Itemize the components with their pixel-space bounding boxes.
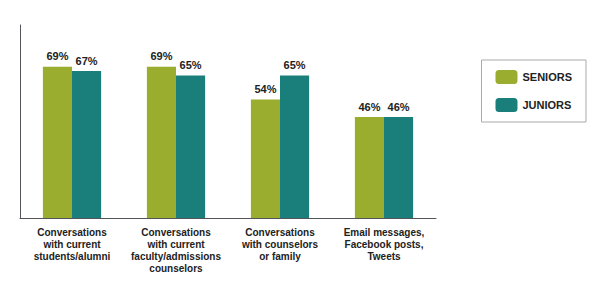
svg-text:SENIORS: SENIORS [522, 71, 572, 83]
svg-text:Email messages,: Email messages, [344, 227, 425, 238]
svg-text:69%: 69% [150, 50, 172, 62]
svg-text:students/alumni: students/alumni [34, 251, 111, 262]
svg-text:54%: 54% [254, 83, 276, 95]
svg-text:Tweets: Tweets [367, 251, 401, 262]
svg-text:JUNIORS: JUNIORS [522, 99, 571, 111]
svg-text:faculty/admissions: faculty/admissions [131, 251, 221, 262]
svg-text:with current: with current [42, 239, 101, 250]
svg-text:Facebook posts,: Facebook posts, [345, 239, 424, 250]
svg-text:69%: 69% [46, 50, 68, 62]
svg-text:or family: or family [259, 251, 301, 262]
svg-text:46%: 46% [388, 101, 410, 113]
svg-text:with counselors: with counselors [241, 239, 319, 250]
svg-text:65%: 65% [284, 59, 306, 71]
svg-text:65%: 65% [180, 59, 202, 71]
svg-text:46%: 46% [358, 101, 380, 113]
svg-text:counselors: counselors [149, 263, 203, 274]
svg-text:with current: with current [146, 239, 205, 250]
svg-text:Conversations: Conversations [141, 227, 211, 238]
svg-text:Conversations: Conversations [37, 227, 107, 238]
svg-text:Conversations: Conversations [245, 227, 315, 238]
svg-text:67%: 67% [76, 55, 98, 67]
